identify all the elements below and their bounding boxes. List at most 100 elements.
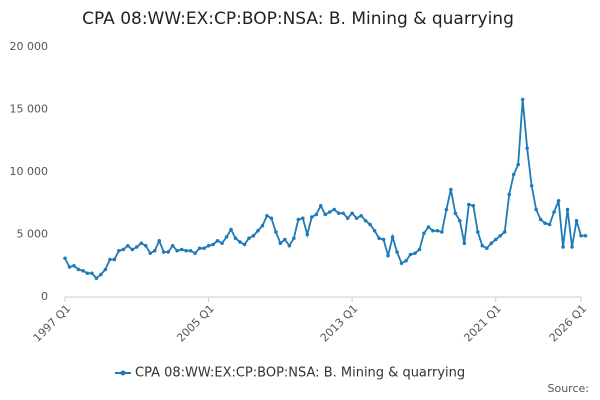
data-point <box>323 212 328 217</box>
data-point <box>498 233 503 238</box>
data-point <box>269 216 274 221</box>
data-point <box>449 187 453 192</box>
data-point <box>206 243 211 248</box>
data-point <box>90 271 94 276</box>
data-point <box>121 247 126 252</box>
data-point <box>215 238 220 243</box>
x-tick-label: 1997 Q1 <box>31 302 74 345</box>
data-point <box>251 233 256 238</box>
data-point <box>305 232 310 237</box>
data-point <box>516 162 520 167</box>
x-tick-label: 2013 Q1 <box>318 302 361 345</box>
data-point <box>130 247 135 252</box>
data-point <box>502 230 507 234</box>
data-point <box>579 233 583 238</box>
data-point <box>283 237 287 242</box>
data-point <box>426 225 431 229</box>
data-point <box>139 241 144 246</box>
data-point <box>85 271 90 276</box>
data-point <box>404 258 408 263</box>
data-point <box>345 216 350 221</box>
data-point <box>265 213 269 218</box>
data-point <box>175 248 179 253</box>
data-point <box>381 237 386 242</box>
data-point <box>417 247 422 252</box>
data-point <box>81 268 85 273</box>
data-point <box>148 251 153 256</box>
data-point <box>309 215 314 219</box>
data-point <box>538 217 543 222</box>
x-tick-label: 2026 Q1 <box>547 302 590 345</box>
data-point <box>242 242 247 247</box>
y-tick-label: 0 <box>41 290 48 303</box>
data-point <box>422 231 426 236</box>
data-point <box>480 243 485 248</box>
data-point <box>440 230 444 234</box>
data-point <box>561 245 565 249</box>
data-point <box>292 236 296 241</box>
data-point <box>511 172 516 177</box>
data-point <box>547 222 552 227</box>
data-point <box>395 250 399 254</box>
y-tick-label: 15 000 <box>10 103 49 116</box>
data-point <box>520 97 525 102</box>
data-point <box>318 203 323 208</box>
data-point <box>197 246 202 251</box>
data-point <box>161 250 166 254</box>
source: Source: <box>548 382 590 395</box>
data-point <box>431 228 435 233</box>
data-point <box>350 211 354 216</box>
data-point <box>476 230 480 234</box>
data-point <box>327 210 332 214</box>
data-point <box>354 216 359 221</box>
data-point <box>301 216 305 221</box>
data-point <box>372 228 377 233</box>
data-point <box>368 222 372 227</box>
data-point <box>117 248 121 253</box>
data-point <box>126 243 130 248</box>
data-point <box>274 230 278 234</box>
data-point <box>359 213 363 218</box>
data-point <box>332 207 337 212</box>
data-point <box>220 241 224 246</box>
data-point <box>157 238 162 243</box>
data-point <box>413 251 417 256</box>
data-point <box>238 240 242 244</box>
data-point <box>552 210 556 214</box>
y-tick-label: 5 000 <box>17 228 49 241</box>
data-point <box>166 250 170 254</box>
data-point <box>193 251 197 256</box>
data-point <box>363 218 368 223</box>
data-point <box>529 183 534 188</box>
data-point <box>444 207 449 212</box>
chart-title: CPA 08:WW:EX:CP:BOP:NSA: B. Mining & qua… <box>82 9 514 29</box>
y-tick-label: 20 000 <box>10 40 49 53</box>
data-point <box>278 241 283 246</box>
data-point <box>143 243 148 248</box>
data-point <box>188 248 193 253</box>
data-point <box>435 228 440 233</box>
data-point <box>63 256 67 261</box>
data-point <box>134 245 139 249</box>
data-point <box>534 207 538 212</box>
data-point <box>484 246 489 251</box>
x-tick-label: 2021 Q1 <box>461 302 504 345</box>
data-point <box>184 248 188 253</box>
data-point <box>67 265 72 269</box>
x-tick-label: 2005 Q1 <box>174 302 217 345</box>
data-point <box>314 212 319 217</box>
data-point <box>583 233 588 238</box>
data-point <box>247 236 251 241</box>
data-point <box>76 267 81 272</box>
data-point <box>570 245 574 249</box>
data-point <box>170 243 175 248</box>
series-line <box>64 99 586 280</box>
data-point <box>386 253 390 258</box>
data-point <box>408 252 413 257</box>
data-point <box>152 248 157 253</box>
data-point <box>72 263 76 268</box>
data-point <box>556 198 561 203</box>
data-point <box>493 237 498 242</box>
data-point <box>296 217 301 222</box>
